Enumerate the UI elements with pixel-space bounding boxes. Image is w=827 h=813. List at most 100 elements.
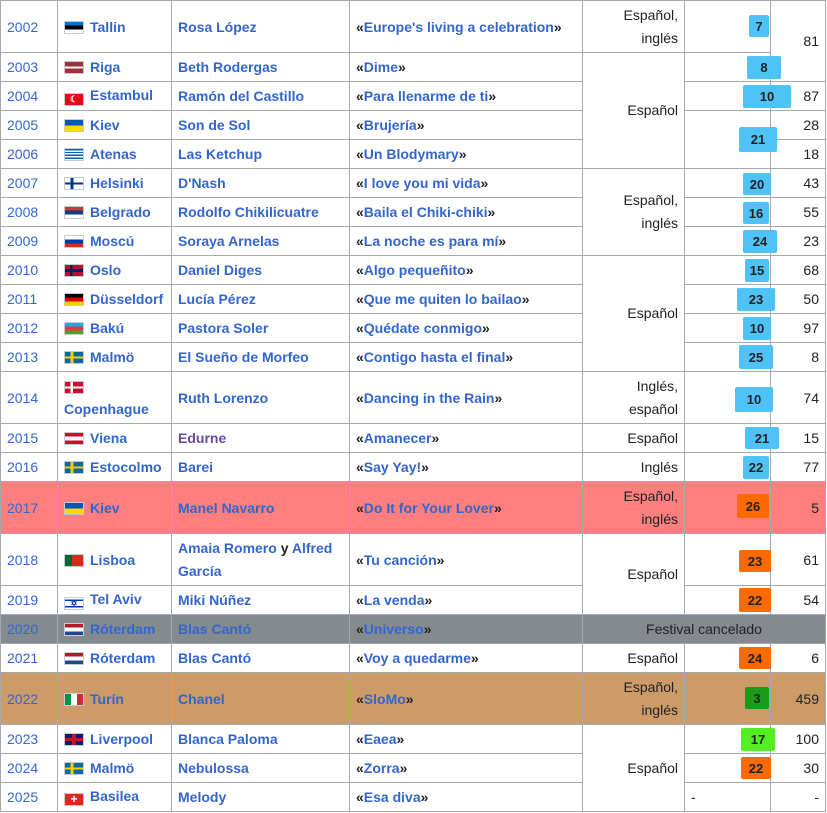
- year-cell[interactable]: 2004: [0, 81, 58, 111]
- city-cell[interactable]: Róterdam: [57, 643, 172, 673]
- song-cell[interactable]: «Dancing in the Rain»: [349, 371, 583, 424]
- song-cell[interactable]: «Para llenarme de ti»: [349, 81, 583, 111]
- year-cell[interactable]: 2020: [0, 614, 58, 644]
- artist-cell[interactable]: Blas Cantó: [171, 614, 350, 644]
- city-cell[interactable]: Malmö: [57, 753, 172, 783]
- artist-cell[interactable]: Beth Rodergas: [171, 52, 350, 82]
- year-cell[interactable]: 2012: [0, 313, 58, 343]
- city-cell[interactable]: Estocolmo: [57, 452, 172, 482]
- artist-cell[interactable]: Blanca Paloma: [171, 724, 350, 754]
- year-cell[interactable]: 2011: [0, 284, 58, 314]
- song-cell[interactable]: «Amanecer»: [349, 423, 583, 453]
- song-cell[interactable]: «Baila el Chiki-chiki»: [349, 197, 583, 227]
- year-cell[interactable]: 2021: [0, 643, 58, 673]
- year-cell[interactable]: 2025: [0, 782, 58, 812]
- song-cell[interactable]: «Europe's living a celebration»: [349, 0, 583, 53]
- song-cell[interactable]: «Un Blodymary»: [349, 139, 583, 169]
- city-cell[interactable]: Lisboa: [57, 533, 172, 586]
- city-cell[interactable]: ☾ Estambul: [57, 81, 172, 111]
- song-cell[interactable]: «Universo»: [349, 614, 583, 644]
- song-cell[interactable]: «Que me quiten lo bailao»: [349, 284, 583, 314]
- city-cell[interactable]: Liverpool: [57, 724, 172, 754]
- song-cell[interactable]: «Tu canción»: [349, 533, 583, 586]
- city-cell[interactable]: Róterdam: [57, 614, 172, 644]
- city-cell[interactable]: + Basilea: [57, 782, 172, 812]
- song-cell[interactable]: «Do It for Your Lover»: [349, 481, 583, 534]
- city-cell[interactable]: Riga: [57, 52, 172, 82]
- year-cell[interactable]: 2013: [0, 342, 58, 372]
- year-cell[interactable]: 2019: [0, 585, 58, 615]
- city-cell[interactable]: Helsinki: [57, 168, 172, 198]
- artist-cell[interactable]: Lucía Pérez: [171, 284, 350, 314]
- song-cell[interactable]: «Quédate conmigo»: [349, 313, 583, 343]
- points-cell: 23: [770, 226, 826, 256]
- artist-cell[interactable]: Ruth Lorenzo: [171, 371, 350, 424]
- artist-cell[interactable]: Amaia Romero y Alfred García: [171, 533, 350, 586]
- year-cell[interactable]: 2008: [0, 197, 58, 227]
- artist-cell[interactable]: Soraya Arnelas: [171, 226, 350, 256]
- city-cell[interactable]: Copenhague: [57, 371, 172, 424]
- year-cell[interactable]: 2002: [0, 0, 58, 53]
- song-cell[interactable]: «Eaea»: [349, 724, 583, 754]
- year-cell[interactable]: 2005: [0, 110, 58, 140]
- song-cell[interactable]: «Algo pequeñito»: [349, 255, 583, 285]
- artist-cell[interactable]: Ramón del Castillo: [171, 81, 350, 111]
- artist-cell[interactable]: Manel Navarro: [171, 481, 350, 534]
- song-cell[interactable]: «I love you mi vida»: [349, 168, 583, 198]
- artist-cell[interactable]: Nebulossa: [171, 753, 350, 783]
- artist-cell[interactable]: Barei: [171, 452, 350, 482]
- artist-cell[interactable]: Son de Sol: [171, 110, 350, 140]
- city-cell[interactable]: Malmö: [57, 342, 172, 372]
- song-cell[interactable]: «Zorra»: [349, 753, 583, 783]
- city-cell[interactable]: Turín: [57, 672, 172, 725]
- position-badge: 17: [741, 728, 775, 751]
- year-cell[interactable]: 2009: [0, 226, 58, 256]
- song-cell[interactable]: «Contigo hasta el final»: [349, 342, 583, 372]
- artist-cell[interactable]: Chanel: [171, 672, 350, 725]
- year-cell[interactable]: 2014: [0, 371, 58, 424]
- artist-cell[interactable]: Las Ketchup: [171, 139, 350, 169]
- artist-cell[interactable]: Rodolfo Chikilicuatre: [171, 197, 350, 227]
- city-cell[interactable]: Oslo: [57, 255, 172, 285]
- artist-cell[interactable]: D'Nash: [171, 168, 350, 198]
- song-cell[interactable]: «SloMo»: [349, 672, 583, 725]
- germany-flag-icon: [64, 293, 84, 306]
- points-cell: 459: [770, 672, 826, 725]
- city-cell[interactable]: Bakú: [57, 313, 172, 343]
- year-cell[interactable]: 2024: [0, 753, 58, 783]
- song-cell[interactable]: «Esa diva»: [349, 782, 583, 812]
- year-cell[interactable]: 2017: [0, 481, 58, 534]
- artist-cell[interactable]: Melody: [171, 782, 350, 812]
- city-cell[interactable]: Kiev: [57, 110, 172, 140]
- city-cell[interactable]: ✡ Tel Aviv: [57, 585, 172, 615]
- year-cell[interactable]: 2016: [0, 452, 58, 482]
- artist-cell[interactable]: Daniel Diges: [171, 255, 350, 285]
- year-cell[interactable]: 2022: [0, 672, 58, 725]
- song-cell[interactable]: «Say Yay!»: [349, 452, 583, 482]
- song-cell[interactable]: «Brujería»: [349, 110, 583, 140]
- city-cell[interactable]: Viena: [57, 423, 172, 453]
- artist-cell[interactable]: El Sueño de Morfeo: [171, 342, 350, 372]
- year-cell[interactable]: 2010: [0, 255, 58, 285]
- city-cell[interactable]: Atenas: [57, 139, 172, 169]
- year-cell[interactable]: 2003: [0, 52, 58, 82]
- artist-cell[interactable]: Miki Núñez: [171, 585, 350, 615]
- year-cell[interactable]: 2006: [0, 139, 58, 169]
- song-cell[interactable]: «Voy a quedarme»: [349, 643, 583, 673]
- song-cell[interactable]: «La noche es para mí»: [349, 226, 583, 256]
- song-cell[interactable]: «La venda»: [349, 585, 583, 615]
- year-cell[interactable]: 2015: [0, 423, 58, 453]
- city-cell[interactable]: Düsseldorf: [57, 284, 172, 314]
- artist-cell[interactable]: Blas Cantó: [171, 643, 350, 673]
- city-cell[interactable]: Tallin: [57, 0, 172, 53]
- year-cell[interactable]: 2023: [0, 724, 58, 754]
- year-cell[interactable]: 2007: [0, 168, 58, 198]
- city-cell[interactable]: Kiev: [57, 481, 172, 534]
- year-cell[interactable]: 2018: [0, 533, 58, 586]
- city-cell[interactable]: Belgrado: [57, 197, 172, 227]
- artist-cell[interactable]: Pastora Soler: [171, 313, 350, 343]
- artist-cell[interactable]: Edurne: [171, 423, 350, 453]
- song-cell[interactable]: «Dime»: [349, 52, 583, 82]
- city-cell[interactable]: Moscú: [57, 226, 172, 256]
- artist-cell[interactable]: Rosa López: [171, 0, 350, 53]
